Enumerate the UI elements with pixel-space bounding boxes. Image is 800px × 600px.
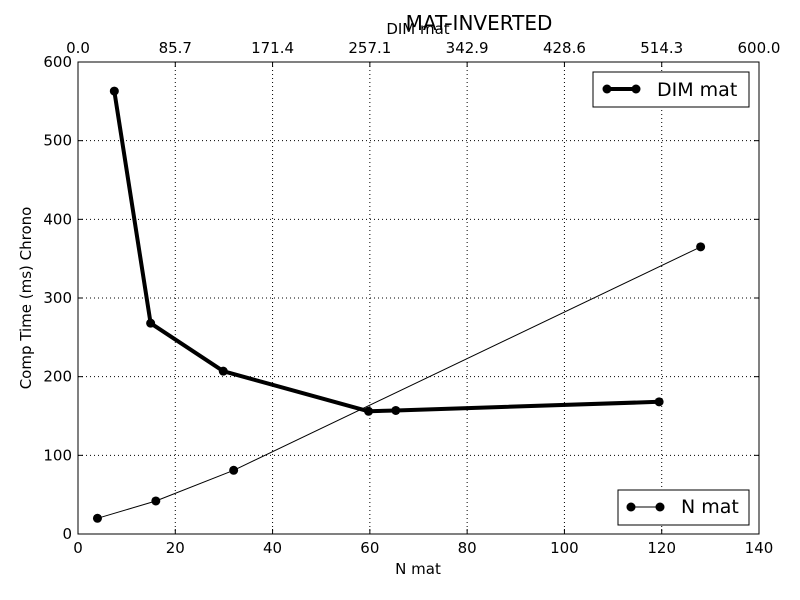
series-point-dim-mat [146,318,156,328]
legend-dim-mat-marker-1 [602,84,612,94]
legend-n-mat-marker-1 [626,502,636,512]
x2-tick-label: 0.0 [66,39,90,57]
legend-n-mat-label: N mat [681,496,739,518]
y-tick-label: 600 [43,53,72,71]
legend-n-mat: N mat [617,489,750,526]
series-point-dim-mat [391,405,401,415]
y-tick-label: 300 [43,289,72,307]
x-tick-label: 20 [166,539,185,557]
chart-title: MAT-INVERTED [406,11,553,35]
y-tick-label: 0 [62,525,72,543]
x-tick-label: 120 [647,539,676,557]
legend-dim-mat-marker-2 [631,84,641,94]
x2-tick-label: 342.9 [446,39,489,57]
x2-axis-label: DIM mat [386,20,449,38]
x2-tick-label: 600.0 [738,39,781,57]
series-line-n-mat [97,246,701,519]
grid [78,62,759,534]
series-point-n-mat [229,465,239,475]
x-axis-label: N mat [395,560,441,578]
x2-tick-label: 171.4 [251,39,294,57]
series-point-n-mat [151,496,161,506]
legend-n-mat-marker-2 [655,502,665,512]
series-point-n-mat [92,513,102,523]
x2-tick-label: 257.1 [348,39,391,57]
x-tick-label: 0 [73,539,83,557]
x2-tick-label: 428.6 [543,39,586,57]
series-point-n-mat [696,242,706,252]
x2-tick-label: 514.3 [640,39,683,57]
series-point-dim-mat [218,366,228,376]
x-tick-label: 140 [745,539,774,557]
x-tick-label: 60 [360,539,379,557]
legend-dim-mat: DIM mat [592,71,750,108]
series-point-dim-mat [654,397,664,407]
y-tick-label: 500 [43,132,72,150]
y-tick-label: 200 [43,368,72,386]
ticks: 0 20 40 60 80 100 120 140 0 100 200 300 400 500 6000.0… [43,39,780,557]
series-layer [92,86,706,523]
series-point-dim-mat [109,86,119,96]
series-point-dim-mat [364,406,374,416]
legend-dim-mat-label: DIM mat [657,79,737,101]
y-tick-label: 100 [43,446,72,464]
x-tick-label: 100 [550,539,579,557]
x-tick-label: 40 [263,539,282,557]
series-line-dim-mat [112,90,660,414]
x-tick-label: 80 [458,539,477,557]
y-axis-label: Comp Time (ms) Chrono [17,207,35,390]
x2-tick-label: 85.7 [159,39,192,57]
y-tick-label: 400 [43,210,72,228]
